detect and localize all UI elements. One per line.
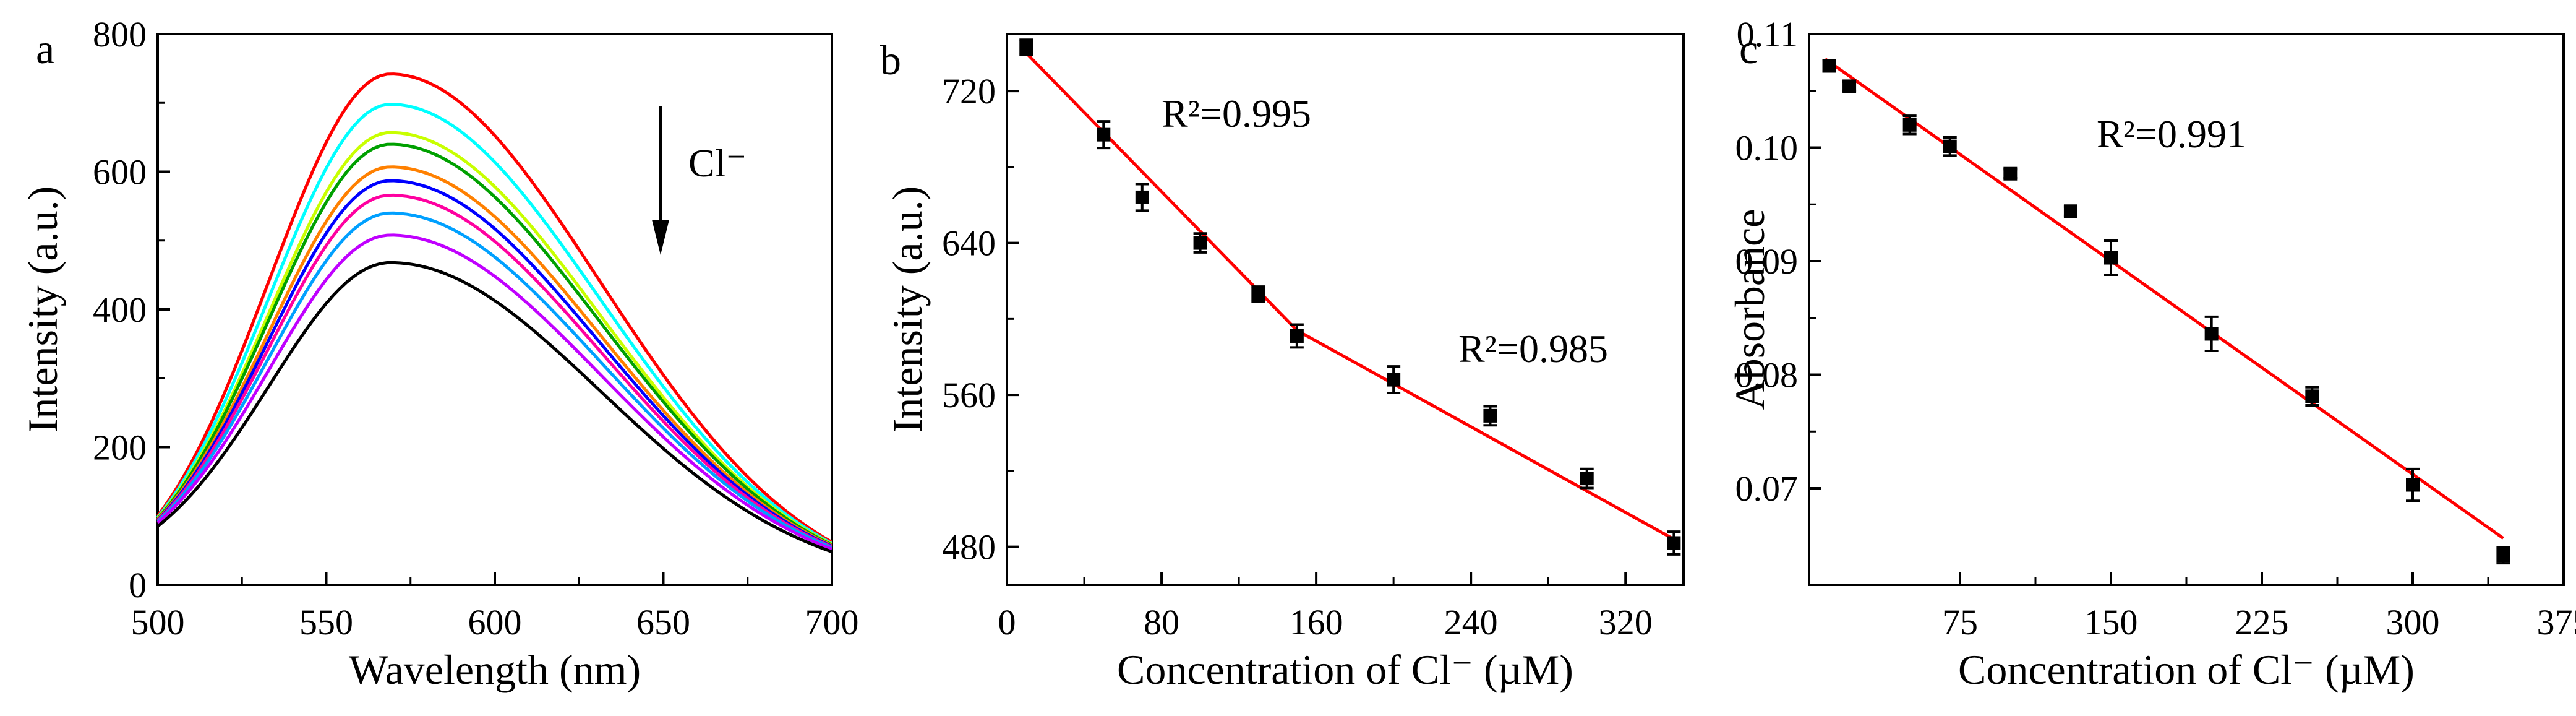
y-axis-label: Absorbance (1726, 209, 1773, 410)
x-tick-label: 500 (131, 602, 185, 642)
spectrum-line-1 (156, 103, 833, 545)
spectrum-line-0 (156, 72, 833, 544)
spectrum-line-5 (156, 179, 833, 548)
y-tick-label: 200 (93, 428, 147, 468)
data-point (2305, 389, 2319, 403)
y-tick-label: 0.11 (1737, 14, 1798, 54)
x-tick-label: 375 (2537, 602, 2576, 642)
data-point (1019, 40, 1033, 54)
data-point (2104, 251, 2118, 265)
arrow-head-icon (652, 220, 669, 255)
spectrum-line-8 (156, 233, 832, 551)
data-point (1667, 536, 1681, 550)
y-tick-label: 400 (93, 290, 147, 330)
panel-label: c (1739, 25, 1758, 72)
data-point (2496, 548, 2510, 563)
x-tick-label: 0 (998, 602, 1016, 642)
x-tick-label: 80 (1144, 602, 1179, 642)
spectrum-line-9 (156, 261, 832, 553)
data-point (1943, 139, 1957, 153)
y-tick-label: 0.10 (1735, 128, 1799, 168)
r-squared-label: R²=0.995 (1162, 92, 1311, 136)
annotation-label: Cl⁻ (688, 141, 747, 185)
fit-line (1296, 329, 1675, 541)
x-tick-label: 150 (2084, 602, 2138, 642)
data-point (2063, 204, 2077, 218)
y-tick-label: 0.09 (1735, 241, 1799, 282)
data-point (1290, 329, 1304, 343)
data-point (1822, 59, 1836, 73)
x-tick-label: 240 (1444, 602, 1498, 642)
x-axis-label: Concentration of Cl⁻ (µM) (1117, 646, 1573, 693)
x-tick-label: 700 (805, 602, 859, 642)
data-point (1387, 373, 1401, 387)
data-point (1842, 79, 1857, 93)
x-tick-label: 160 (1290, 602, 1343, 642)
panel-label: a (36, 25, 54, 72)
data-point (1483, 408, 1497, 423)
x-tick-label: 650 (636, 602, 690, 642)
y-tick-label: 0.08 (1735, 355, 1799, 395)
x-tick-label: 600 (468, 602, 522, 642)
y-tick-label: 600 (93, 152, 147, 192)
chart-panel-a: a 500 550 600 650 700 0 200 400 600 800 Wavelength … (19, 14, 859, 693)
data-point (1580, 472, 1594, 486)
data-point (1097, 127, 1111, 142)
x-tick-label: 550 (299, 602, 353, 642)
r-squared-label: R²=0.991 (2097, 112, 2246, 156)
x-axis-label: Concentration of Cl⁻ (µM) (1958, 646, 2415, 693)
spectrum-line-3 (156, 142, 833, 546)
spectrum-line-7 (156, 211, 832, 550)
x-tick-label: 320 (1599, 602, 1653, 642)
data-point (2406, 478, 2420, 492)
panel-label: b (880, 37, 901, 84)
y-tick-label: 560 (942, 375, 996, 415)
x-tick-label: 0 (998, 602, 1016, 642)
y-tick-label: 0.07 (1735, 468, 1799, 509)
spectrum-line-2 (156, 131, 833, 546)
y-tick-label: 800 (93, 14, 147, 54)
plot-frame (1006, 33, 1685, 586)
y-tick-label: 720 (942, 71, 996, 111)
y-axis-label: Intensity (a.u.) (884, 186, 931, 433)
y-tick-label: 640 (942, 223, 996, 264)
data-point (1251, 287, 1265, 301)
spectrum-line-4 (156, 165, 833, 547)
y-axis-label: Intensity (a.u.) (19, 186, 66, 433)
data-point (2204, 327, 2219, 341)
chart-panel-b: b0 80 160 240 3200480560640720Concentration … (880, 33, 1685, 693)
fit-line (1824, 58, 2504, 540)
x-tick-label: 225 (2235, 602, 2289, 642)
data-point (1193, 236, 1207, 250)
x-tick-label: 75 (1942, 602, 1978, 642)
y-tick-label: 480 (942, 527, 996, 567)
fit-line (1025, 51, 1298, 332)
data-point (1902, 118, 1917, 132)
y-tick-label: 0 (129, 565, 147, 605)
x-tick-label: 300 (2386, 602, 2440, 642)
x-axis-label: Wavelength (nm) (349, 646, 641, 693)
spectrum-line-6 (156, 193, 833, 549)
data-point (1135, 190, 1149, 204)
r-squared-label: R²=0.985 (1458, 327, 1608, 371)
data-point (2003, 166, 2018, 181)
chart-panel-c: c 75 150 225 300 375 0.07 0.08 0.09 0.10 0.11 Conce… (1726, 14, 2576, 693)
